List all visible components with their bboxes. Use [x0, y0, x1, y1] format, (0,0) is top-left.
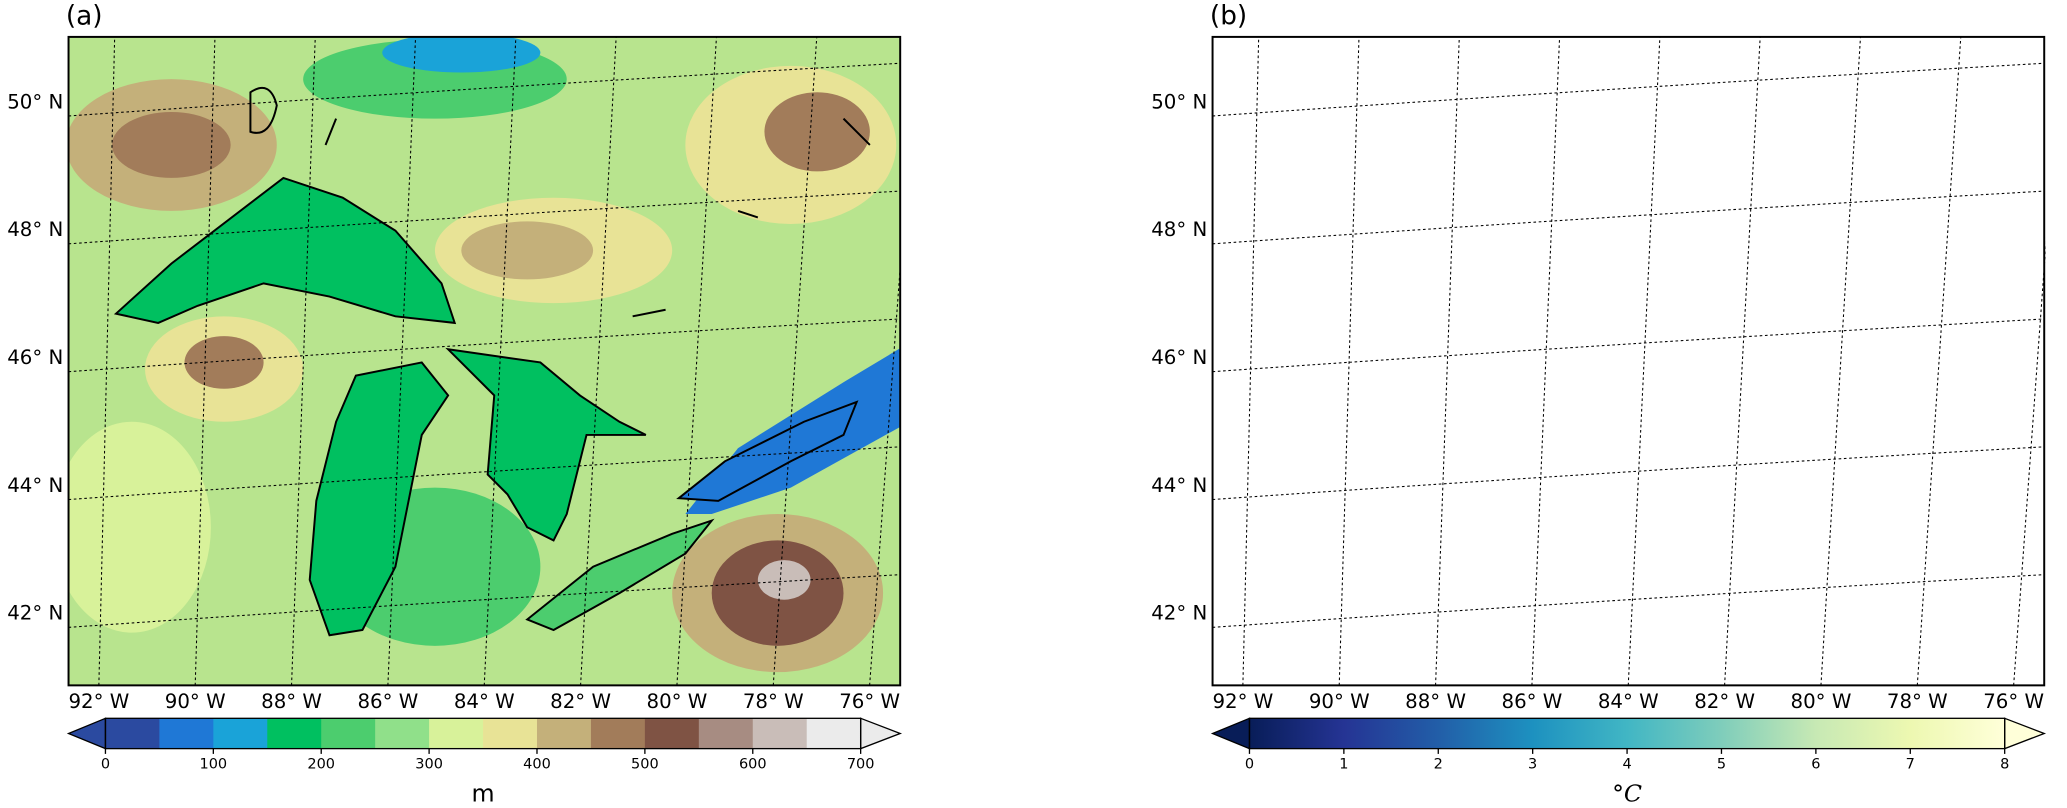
lon-label: 76° W [839, 690, 900, 713]
colorbar-frame [104, 717, 862, 750]
colorbar-extend-high [2004, 717, 2047, 750]
lon-label: 84° W [1598, 690, 1659, 713]
colorbar-gradient [1249, 718, 2005, 749]
lon-label: 82° W [1694, 690, 1755, 713]
colorbar-segment [536, 718, 592, 749]
lat-label: 44° N [1151, 474, 1207, 497]
graticule [1212, 36, 2046, 686]
lat-label: 48° N [7, 218, 63, 241]
meridian [1916, 36, 1962, 686]
meridian [1820, 36, 1862, 686]
map-frame [67, 35, 902, 687]
colorbar-tick-label: 200 [307, 756, 335, 772]
lon-label: 88° W [1405, 690, 1466, 713]
colorbar-segment [375, 718, 430, 749]
parallel [68, 62, 901, 117]
lon-label: 92° W [68, 690, 129, 713]
parallel [1212, 62, 2045, 117]
meridian [1724, 36, 1761, 686]
colorbar-unit: m [471, 779, 494, 807]
colorbar-extend-high [859, 717, 903, 750]
colorbar-tick-label: 8 [2000, 756, 2009, 772]
colorbar-segment [590, 718, 646, 749]
figure-content: 92° W 90° W 88° W 86° W 84° W 82° W 80° W 78° W… [7, 2, 2047, 807]
lon-label: 76° W [1983, 690, 2044, 713]
colorbar-tick-label: 2 [1434, 756, 1443, 772]
lon-label: 78° W [1887, 690, 1948, 713]
meridian [1338, 36, 1360, 686]
parallel [68, 446, 901, 501]
colorbar-tick-label: 600 [739, 756, 767, 772]
colorbar-tick-label: 6 [1811, 756, 1820, 772]
colorbar-segment [698, 718, 754, 749]
lat-label: 44° N [7, 474, 63, 497]
colorbar-unit: °C [1612, 779, 1642, 807]
meridian [1242, 36, 1260, 686]
elevation-map [68, 36, 901, 686]
colorbar-tick-label: 4 [1622, 756, 1631, 772]
colorbar-tick-label: 0 [101, 756, 110, 772]
map-frame [1211, 35, 2046, 687]
panel-label: (b) [1210, 2, 1247, 32]
parallel [1212, 318, 2045, 373]
meridian [1435, 36, 1460, 686]
parallel [1212, 574, 2045, 628]
colorbar-segment [483, 718, 538, 749]
colorbar-tick-label: 400 [523, 756, 551, 772]
colorbar-tick-label: 0 [1245, 756, 1254, 772]
lon-label: 90° W [165, 690, 226, 713]
colorbar-segment [429, 718, 484, 749]
colorbar-extend-low [1210, 717, 1251, 750]
lon-label: 88° W [261, 690, 322, 713]
colorbar-tick-label: 3 [1528, 756, 1537, 772]
lon-label: 82° W [550, 690, 611, 713]
colorbar-segment [806, 718, 862, 749]
colorbar-tick-label: 7 [1906, 756, 1915, 772]
meridian [2013, 242, 2046, 686]
lat-label: 48° N [1151, 218, 1207, 241]
colorbar-tick-label: 700 [847, 756, 875, 772]
lon-label: 92° W [1212, 690, 1273, 713]
parallel [68, 318, 901, 373]
graticule [68, 36, 901, 686]
colorbar-tick-label: 300 [415, 756, 443, 772]
lat-label: 50° N [1151, 90, 1207, 113]
meridian [1531, 36, 1561, 686]
lon-label: 78° W [743, 690, 804, 713]
colorbar-tick-label: 5 [1717, 756, 1726, 772]
parallel [1212, 190, 2045, 245]
colorbar-segment [105, 718, 161, 749]
lat-label: 42° N [1151, 602, 1207, 625]
parallel [1212, 446, 2045, 501]
colorbar-segment [267, 718, 322, 749]
lon-label: 80° W [1791, 690, 1852, 713]
colorbar-segment [213, 718, 268, 749]
lat-label: 50° N [7, 90, 63, 113]
lat-label: 42° N [7, 602, 63, 625]
colorbar-tick-label: 1 [1339, 756, 1348, 772]
panel-label: (a) [66, 2, 103, 32]
parallel [68, 190, 901, 245]
lon-label: 86° W [357, 690, 418, 713]
colorbar-tick-label: 100 [199, 756, 227, 772]
meridian [1627, 36, 1661, 686]
colorbar-tick-label: 500 [631, 756, 659, 772]
parallel [68, 574, 901, 628]
colorbar-segment [644, 718, 700, 749]
colorbar-segment [321, 718, 376, 749]
lat-label: 46° N [7, 346, 63, 369]
colorbar-segment [159, 718, 214, 749]
temperature-map [1223, 88, 2014, 635]
lon-label: 90° W [1309, 690, 1370, 713]
lon-label: 86° W [1502, 690, 1563, 713]
lon-label: 80° W [647, 690, 708, 713]
colorbar-segment [752, 718, 808, 749]
lon-label: 84° W [454, 690, 515, 713]
lat-label: 46° N [1151, 346, 1207, 369]
colorbar-extend-low [66, 717, 107, 750]
